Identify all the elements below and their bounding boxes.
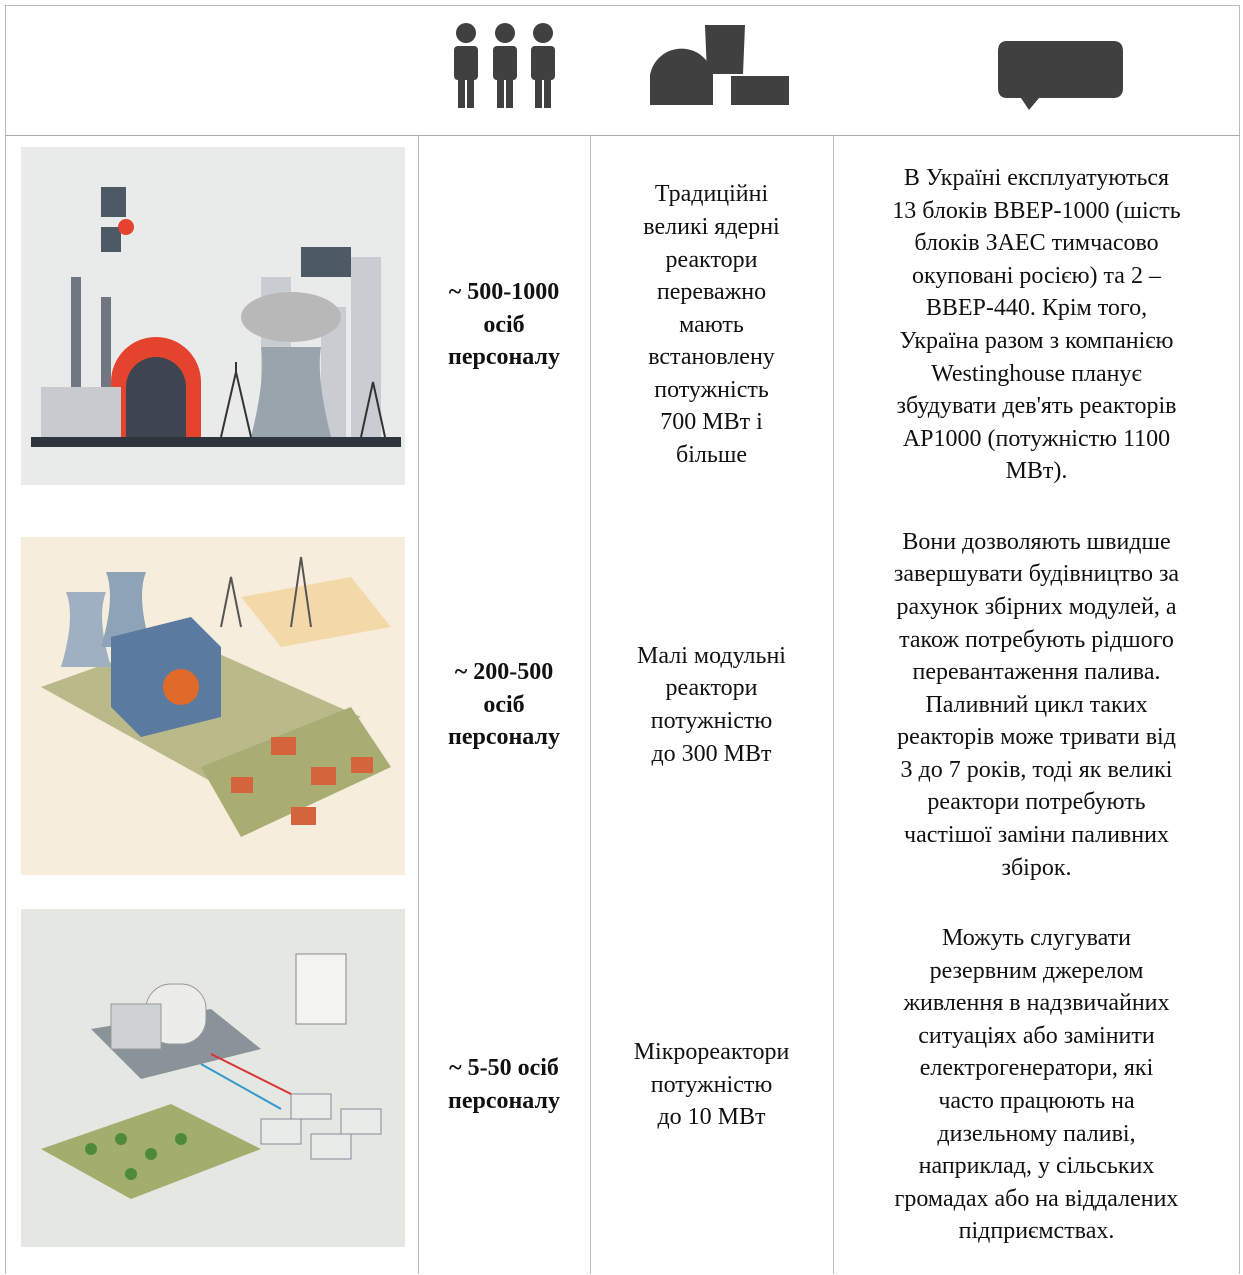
- description-line: рахунок збірних модулей, а: [896, 593, 1177, 620]
- header-divider: [5, 135, 1240, 136]
- microreactor-illustration: [21, 909, 405, 1247]
- reactor-icon: [650, 25, 789, 105]
- description-cell: В Україні експлуатуються 13 блоків ВВЕР-1…: [833, 135, 1240, 515]
- type-line: реактори: [665, 246, 758, 273]
- type-line: Мікрореактори: [633, 1039, 790, 1066]
- description-line: живлення в надзвичайних: [903, 990, 1170, 1017]
- description-line: наприклад, у сільських: [918, 1153, 1155, 1180]
- column-divider: [590, 135, 591, 1274]
- staff-line: ~ 5-50 осіб: [449, 1055, 559, 1082]
- description-line: AP1000 (потужністю 1100: [902, 425, 1171, 452]
- type-line: реактори: [665, 675, 758, 702]
- staff-line: персоналу: [448, 1088, 560, 1114]
- type-cell: Мікрореактори потужністю до 10 МВт: [590, 895, 833, 1275]
- type-line: до 10 МВт: [657, 1104, 766, 1131]
- description-line: збудувати дев'ять реакторів: [896, 393, 1177, 420]
- description-line: завершувати будівництво за: [893, 561, 1180, 588]
- description-line: електрогенератори, які: [919, 1055, 1154, 1082]
- description-line: 13 блоків ВВЕР-1000 (шість: [892, 197, 1181, 224]
- smr-illustration: [21, 537, 405, 875]
- description-cell: Вони дозволяють швидше завершувати будівн…: [833, 515, 1240, 895]
- description-line: резервним джерелом: [929, 957, 1144, 984]
- description-line: МВт).: [1005, 458, 1068, 485]
- type-line: Традиційні: [654, 181, 769, 208]
- large-reactor-illustration: [21, 147, 405, 485]
- type-line: потужністю: [650, 1071, 773, 1098]
- description-line: також потребують рідшого: [899, 626, 1174, 653]
- description-line: Можуть слугувати: [941, 925, 1131, 952]
- description-line: окуповані росією) та 2 –: [912, 262, 1161, 289]
- description-line: ситуаціях або замінити: [918, 1022, 1155, 1049]
- description-cell: Можуть слугувати резервним джерелом живлен…: [833, 895, 1240, 1275]
- type-cell: Традиційні великі ядерні реактори переважно…: [590, 135, 833, 515]
- description-line: підприємствах.: [958, 1218, 1115, 1245]
- staff-line: осіб: [483, 311, 525, 338]
- staff-line: осіб: [483, 691, 525, 718]
- description-line: реактори потребують: [927, 789, 1146, 816]
- description-line: 3 до 7 років, тоді як великі: [900, 756, 1173, 783]
- table-frame: [5, 5, 1240, 1274]
- description-line: часто працюють на: [938, 1088, 1135, 1114]
- description-line: Westinghouse планує: [931, 360, 1142, 387]
- type-line: більше: [676, 442, 747, 469]
- people-icon: [454, 23, 555, 108]
- description-line: реакторів може тривати від: [897, 724, 1176, 751]
- staff-cell: ~ 200-500 осіб персоналу: [418, 515, 590, 895]
- description-line: дизельному паливі,: [937, 1120, 1136, 1147]
- description-line: Україна разом з компанією: [899, 328, 1174, 354]
- type-line: встановлену: [648, 344, 775, 371]
- type-cell: Малі модульні реактори потужністю до 300 МВ…: [590, 515, 833, 895]
- comment-icon: [998, 41, 1123, 110]
- description-line: частішої заміни паливних: [904, 822, 1169, 849]
- type-line: 700 МВт і: [660, 409, 763, 436]
- staff-line: ~ 200-500: [454, 659, 554, 686]
- type-line: Малі модульні: [637, 642, 786, 669]
- description-line: збірок.: [1001, 854, 1072, 881]
- description-line: ВВЕР-440. Крім того,: [925, 295, 1148, 322]
- type-line: великі ядерні: [643, 213, 780, 240]
- type-line: до 300 МВт: [651, 740, 772, 767]
- column-divider: [833, 135, 834, 1274]
- description-line: В Україні експлуатуються: [903, 165, 1170, 192]
- column-divider: [418, 135, 419, 1274]
- staff-cell: ~ 5-50 осіб персоналу: [418, 895, 590, 1275]
- description-line: перевантаження палива.: [912, 659, 1161, 686]
- staff-line: ~ 500-1000: [448, 279, 560, 306]
- type-line: потужністю: [650, 708, 773, 734]
- type-line: переважно: [656, 279, 767, 306]
- description-line: Вони дозволяють швидше: [902, 528, 1171, 555]
- type-line: мають: [679, 311, 744, 338]
- description-line: громадах або на віддалених: [894, 1185, 1179, 1212]
- staff-cell: ~ 500-1000 осіб персоналу: [418, 135, 590, 515]
- description-line: блоків ЗАЕС тимчасово: [914, 230, 1159, 257]
- type-line: потужність: [654, 376, 769, 403]
- staff-line: персоналу: [448, 724, 560, 751]
- description-line: Паливний цикл таких: [925, 691, 1148, 718]
- staff-line: персоналу: [448, 344, 560, 371]
